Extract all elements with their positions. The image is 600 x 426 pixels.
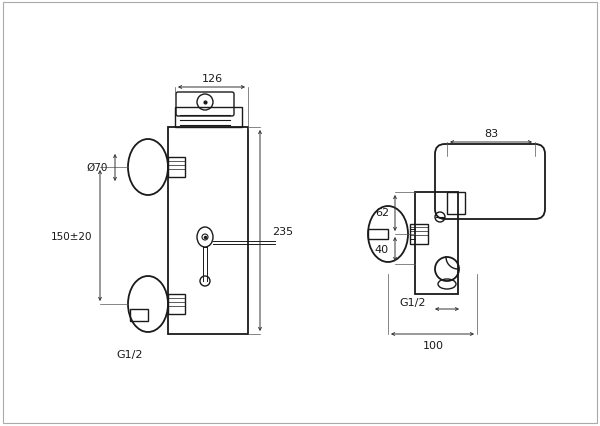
Text: G1/2: G1/2 bbox=[400, 297, 426, 307]
Text: 126: 126 bbox=[202, 74, 223, 84]
Bar bbox=[130, 309, 148, 321]
Text: 150±20: 150±20 bbox=[50, 231, 92, 242]
Text: 40: 40 bbox=[375, 245, 389, 254]
Text: G1/2: G1/2 bbox=[117, 349, 143, 359]
Text: 100: 100 bbox=[422, 340, 443, 350]
Bar bbox=[410, 225, 428, 245]
Bar bbox=[168, 294, 185, 314]
Bar bbox=[447, 193, 465, 215]
Text: 62: 62 bbox=[375, 207, 389, 218]
Bar bbox=[168, 128, 248, 334]
Bar bbox=[415, 193, 458, 294]
Bar bbox=[168, 158, 185, 178]
Text: 83: 83 bbox=[484, 129, 498, 139]
Bar bbox=[368, 230, 388, 239]
Bar bbox=[175, 108, 242, 128]
Text: 235: 235 bbox=[272, 227, 293, 236]
Text: Ø70: Ø70 bbox=[86, 163, 108, 173]
